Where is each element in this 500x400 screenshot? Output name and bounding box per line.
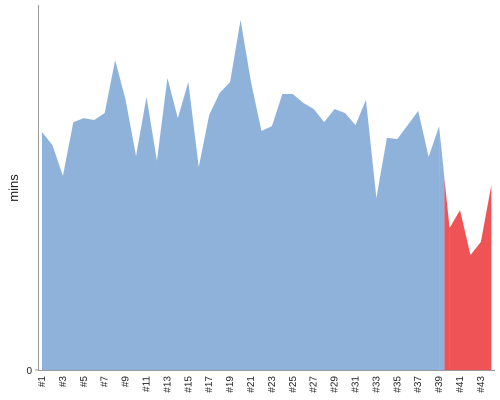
x-tick-label: #21 [246,376,257,393]
x-tick-label: #27 [309,376,320,393]
x-tick-label: #35 [392,376,403,393]
area-bridge [439,126,445,371]
x-tick-label: #5 [79,376,90,388]
x-tick-label: #3 [58,376,69,388]
x-tick-label: #11 [142,376,153,392]
x-tick-label: #43 [476,376,487,393]
area [449,184,492,370]
x-tick-label: #19 [225,376,236,393]
x-tick-label: #25 [288,376,299,393]
y-axis-label: mins [6,174,21,202]
x-tick-label: #13 [162,376,173,393]
x-tick-label: #15 [183,376,194,393]
x-tick-label: #7 [100,376,111,388]
x-tick-label: #37 [413,376,424,393]
x-tick-label: #39 [434,376,445,393]
x-tick-label: #17 [204,376,215,393]
area-bridge [444,177,450,370]
x-tick-label: #31 [351,376,362,393]
x-tick-label: #29 [330,376,341,393]
x-tick-label: #23 [267,376,278,393]
y-tick-label: 0 [26,366,32,377]
x-tick-label: #33 [371,376,382,393]
area [42,19,440,371]
x-tick-label: #9 [121,376,132,388]
x-tick-label: #1 [37,376,48,388]
x-tick-label: #41 [455,376,466,393]
